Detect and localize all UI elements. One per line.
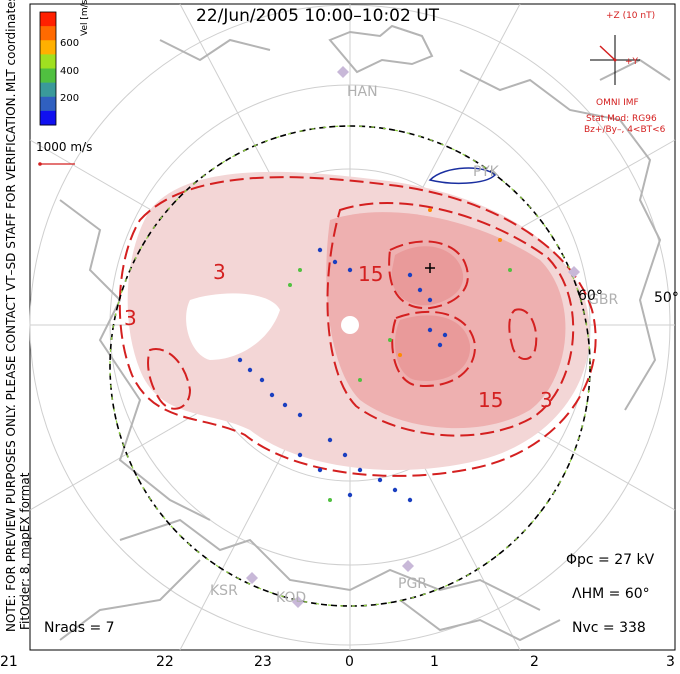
- mlt-label-21: 21: [0, 654, 18, 670]
- hmb-overlay: [109, 125, 591, 607]
- mlt-label-23: 23: [254, 654, 272, 670]
- mlt-label-1: 1: [430, 654, 439, 670]
- imf-axis-y: +Y: [625, 57, 639, 67]
- stat-n-rads: Nrads = 7: [44, 620, 115, 636]
- side-label-wrap: MLT coordinates: [4, 0, 101, 106]
- mlt-label-3: 3: [666, 654, 675, 670]
- fit-order: FitOrder: 8, mapEX format: [18, 472, 32, 630]
- potential-contours: [118, 176, 597, 477]
- latitude-label-50: 50°: [654, 290, 679, 306]
- station-markers: [246, 66, 580, 608]
- colorbar: [40, 12, 56, 126]
- contour-label-3c: 3: [540, 388, 553, 412]
- station-gbr: GBR: [588, 292, 619, 308]
- pole-marker: [425, 263, 435, 273]
- colorbar-swatch: [40, 40, 56, 55]
- imf-condition: Bz+/By–, 4<BT<6: [584, 125, 666, 135]
- colorbar-tick-200: 200: [60, 93, 80, 104]
- colorbar-swatch: [40, 82, 56, 98]
- station-pgr: PGR: [398, 576, 428, 592]
- colorbar-swatch: [40, 110, 56, 126]
- station-pyk: PYK: [473, 164, 499, 180]
- colorbar-tick-600: 600: [60, 38, 80, 49]
- reference-vector-label: 1000 m/s: [36, 140, 93, 154]
- imf-stat-mod: Stat Mod: RG96: [586, 114, 657, 124]
- mlt-label-2: 2: [530, 654, 539, 670]
- stat-n-vc: Nvc = 338: [572, 620, 646, 636]
- colorbar-tick-400: 400: [60, 66, 80, 77]
- colorbar-swatch: [40, 96, 56, 112]
- contour-label-3a: 3: [213, 260, 226, 284]
- potential-pattern: [127, 171, 590, 471]
- mlt-label-22: 22: [156, 654, 174, 670]
- mlt-coordinates-label: MLT coordinates: [4, 0, 18, 92]
- imf-scale: +Z (10 nT): [606, 11, 656, 21]
- colorbar-label: Vel [m/s]: [80, 0, 90, 36]
- colorbar-swatch: [40, 12, 56, 27]
- contour-label-15b: 15: [478, 388, 504, 412]
- contour-label-3b: 3: [124, 306, 137, 330]
- imf-source: OMNI IMF: [596, 98, 639, 108]
- colorbar-swatch: [40, 26, 56, 41]
- station-kod: KOD: [276, 590, 307, 606]
- map-title: 22/Jun/2005 10:00–10:02 UT: [196, 6, 440, 26]
- station-han: HAN: [347, 84, 378, 100]
- latitude-label-60: 60°: [578, 288, 603, 304]
- coastlines: [59, 24, 671, 642]
- colorbar-label-wrap: Vel [m/s]: [80, 0, 120, 46]
- station-ksr: KSR: [210, 583, 238, 599]
- preview-note: NOTE: FOR PREVIEW PURPOSES ONLY. PLEASE …: [4, 93, 18, 632]
- velocity-vectors: [237, 208, 512, 503]
- blue-contour: [428, 167, 497, 185]
- colorbar-swatch: [40, 54, 56, 69]
- imf-dial: [590, 35, 640, 85]
- mlt-label-0: 0: [345, 654, 354, 670]
- colorbar-swatch: [40, 68, 56, 84]
- stat-phi-pc: Φpc = 27 kV: [566, 552, 655, 568]
- stat-lambda-hm: ΛHM = 60°: [572, 586, 650, 602]
- contour-label-15a: 15: [358, 262, 384, 286]
